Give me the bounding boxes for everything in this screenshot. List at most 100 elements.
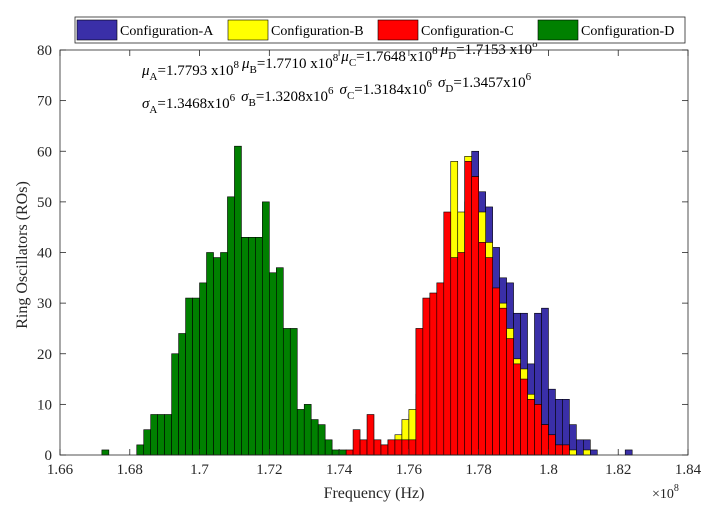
y-tick: 60: [37, 144, 688, 160]
x-axis-multiplier-base: ×10: [652, 487, 674, 502]
histogram-bar: [471, 176, 479, 456]
histogram-bar: [534, 404, 542, 456]
histogram-bar: [331, 449, 340, 456]
stat-symbol: μ: [340, 49, 349, 65]
x-tick: 1.78: [466, 50, 492, 478]
y-tick: 80: [37, 43, 688, 59]
histogram-bar: [269, 272, 277, 456]
stat-value: =1.3468x10: [157, 96, 229, 112]
stat-superscript: 8: [432, 45, 438, 57]
stat-symbol: μ: [241, 56, 250, 72]
stat-superscript: 8: [333, 52, 339, 64]
histogram-bar: [457, 252, 466, 456]
x-tick: 1.8: [539, 50, 558, 478]
histogram-bar: [164, 414, 172, 456]
histogram-bar: [429, 292, 438, 456]
histogram-bar: [255, 237, 263, 456]
histogram-bar: [192, 297, 200, 456]
std-annotations: σA=1.3468x106 σB=1.3208x106 σC=1.3184x106 σ…: [142, 71, 532, 116]
stat-symbol: σ: [340, 82, 348, 98]
histogram-bar: [415, 328, 424, 456]
stat-subscript: B: [248, 97, 255, 109]
stat-superscript: 6: [427, 78, 433, 90]
histogram-bar: [527, 399, 535, 456]
stat-superscript: 8: [233, 59, 239, 71]
histogram-bar: [541, 424, 549, 456]
y-tick-label: 60: [37, 144, 52, 160]
histogram-bar: [520, 378, 528, 456]
stat-symbol: μ: [440, 42, 449, 58]
x-tick: 1.84: [675, 50, 702, 478]
stat-symbol: μ: [141, 63, 150, 79]
histogram-bar: [185, 297, 193, 456]
x-tick: 1.74: [326, 50, 353, 478]
legend-swatch: [377, 19, 419, 41]
histogram-bar: [276, 267, 284, 456]
histogram-bar: [548, 434, 556, 456]
histogram-bar: [443, 211, 452, 456]
y-tick-label: 70: [37, 94, 52, 110]
stat-value: =1.7648 x10: [356, 49, 432, 65]
x-tick-label: 1.66: [47, 462, 74, 478]
stat-symbol: σ: [142, 96, 150, 112]
stat-value: =1.7793 x10: [157, 63, 233, 79]
histogram-bar: [136, 444, 145, 456]
x-tick-label: 1.84: [675, 462, 702, 478]
legend-label: Configuration-C: [421, 24, 514, 39]
y-tick: 70: [37, 94, 688, 110]
histogram-bar: [513, 363, 521, 456]
histogram-bar: [408, 439, 417, 456]
x-tick: 1.82: [605, 50, 631, 478]
stat-subscript: C: [349, 57, 356, 69]
x-tick: 1.66: [47, 50, 74, 478]
mean-annotations: μA=1.7793 x108 μB=1.7710 x108 μC=1.7648 x1…: [141, 38, 538, 83]
histogram-bar: [624, 449, 633, 456]
histogram-bar: [213, 257, 221, 456]
x-axis-label: Frequency (Hz): [324, 485, 425, 502]
histogram-bar: [562, 444, 570, 456]
histogram-bar: [345, 449, 354, 456]
stat-subscript: C: [347, 90, 354, 102]
y-tick: 0: [45, 448, 688, 464]
y-tick: 10: [37, 397, 688, 413]
histogram-bar: [324, 439, 333, 456]
histogram-bar: [178, 333, 186, 456]
histogram-bar: [352, 429, 361, 456]
x-tick-label: 1.76: [396, 462, 423, 478]
histogram-bar: [583, 449, 591, 456]
stat-subscript: B: [249, 64, 256, 76]
plot-area: [60, 50, 688, 455]
histogram-bar: [282, 328, 291, 456]
histogram-bar: [387, 439, 396, 456]
x-tick-label: 1.82: [605, 462, 631, 478]
plot-background: [60, 50, 688, 455]
histogram-bar: [394, 439, 403, 456]
histogram-bar: [171, 353, 179, 456]
x-tick-label: 1.72: [256, 462, 282, 478]
legend-swatch: [537, 19, 579, 41]
y-tick: 50: [37, 195, 688, 211]
histogram-bar: [150, 414, 158, 456]
histogram-bar: [555, 444, 563, 456]
histogram-bar: [569, 449, 577, 456]
stat-value: =1.7153 x10: [456, 42, 532, 58]
legend-entry: Configuration-B: [227, 19, 364, 41]
histogram-bar: [576, 439, 584, 456]
histogram-bar: [450, 257, 459, 456]
histogram-bar: [485, 257, 493, 456]
histogram-bar: [359, 439, 368, 456]
legend-entry: Configuration-D: [537, 19, 674, 41]
y-tick: 20: [37, 347, 688, 363]
histogram-bar: [206, 252, 214, 456]
legend-entry: Configuration-A: [76, 19, 214, 41]
stat-symbol: σ: [438, 75, 446, 91]
y-tick-label: 30: [37, 296, 52, 312]
stat-value: =1.3457x10: [453, 75, 525, 91]
histogram-bar: [248, 237, 256, 456]
y-tick: 30: [37, 296, 688, 312]
stat-superscript: 6: [526, 71, 532, 83]
x-tick: 1.72: [256, 50, 282, 478]
x-tick: 1.68: [117, 50, 143, 478]
histogram-bar: [227, 196, 235, 456]
